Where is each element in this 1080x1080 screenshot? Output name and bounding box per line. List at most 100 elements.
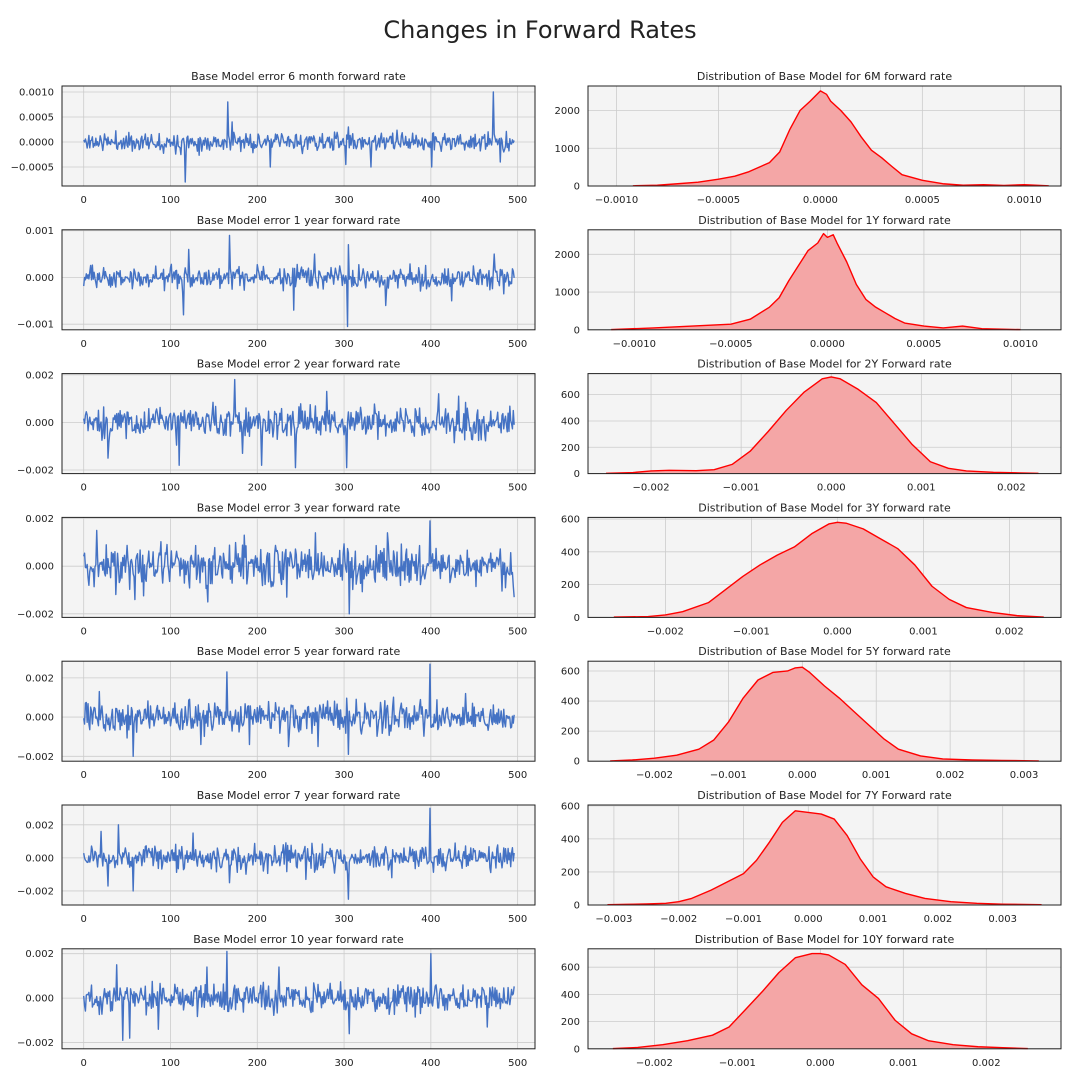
kde-line [607,810,1042,906]
x-tick-label: 100 [161,770,180,781]
x-tick-label: 0 [81,339,87,350]
x-tick-label: −0.001 [710,770,747,781]
x-tick-label: 0.000 [806,1058,835,1069]
x-tick-label: 200 [248,1058,267,1069]
x-tick-label: 100 [161,626,180,637]
x-tick-label: −0.002 [633,483,670,494]
x-tick-label: 0.0005 [906,339,941,350]
x-tick-label: 100 [161,483,180,494]
y-tick-label: −0.002 [17,466,54,477]
subplot-left-3: 0 100 200 300 400 500 −0.002 0.000 0.002 Base Mod… [17,501,536,637]
x-tick-label: 0.0000 [810,339,845,350]
y-tick-label: 1000 [555,144,580,155]
x-tick-label: 100 [161,339,180,350]
subplot-left-1: 0 100 200 300 400 500 −0.001 0.000 0.001 Base Mod… [17,214,536,350]
y-tick-label: 0.002 [25,820,54,831]
x-tick-label: 300 [335,483,354,494]
x-tick-label: 300 [335,626,354,637]
series-line [83,663,515,757]
x-tick-label: 400 [421,339,440,350]
y-tick-label: 200 [561,443,580,454]
kde-line [632,90,1049,187]
y-tick-label: −0.001 [17,320,54,331]
x-tick-label: 0 [81,195,87,206]
subplot-title: Base Model error 1 year forward rate [197,214,401,227]
subplot-title: Distribution of Base Model for 1Y forwar… [698,214,951,227]
y-tick-label: −0.002 [17,609,54,620]
x-tick-label: 0.002 [995,626,1024,637]
kde-line [605,376,1039,475]
series-line [83,91,515,183]
subplot-left-6: 0 100 200 300 400 500 −0.002 0.000 0.002 Base Mod… [17,933,536,1069]
subplot-right-5: −0.003 −0.002 −0.001 0.000 0.001 0.002 0.003 0 2… [561,789,1062,925]
x-tick-label: −0.001 [719,1058,756,1069]
subplot-right-1: −0.0010 −0.0005 0.0000 0.0005 0.0010 0 1000 200… [555,214,1062,350]
y-tick-label: 0.0010 [19,88,54,99]
subplot-title: Base Model error 10 year forward rate [193,933,404,946]
x-tick-label: 200 [248,483,267,494]
y-tick-label: 400 [561,416,580,427]
kde-line [612,952,1028,1050]
x-tick-label: −0.001 [723,483,760,494]
kde-line [611,232,1021,331]
subplot-left-2: 0 100 200 300 400 500 −0.002 0.000 0.002 Base Mod… [17,358,536,494]
kde-fill-area [612,953,1028,1049]
axes-frame [61,660,536,762]
x-tick-label: 0.001 [907,483,936,494]
subplot-title: Distribution of Base Model for 10Y forwa… [695,933,955,946]
kde-fill-area [607,810,1042,905]
axes-frame [61,804,536,906]
y-tick-label: 200 [561,727,580,738]
subplot-title: Base Model error 7 year forward rate [197,789,401,802]
y-tick-label: 0.002 [25,514,54,525]
x-tick-label: 0.001 [889,1058,918,1069]
kde-fill-area [606,376,1039,474]
y-tick-label: −0.002 [17,886,54,897]
x-tick-label: −0.0005 [697,195,740,206]
y-tick-label: 600 [561,666,580,677]
x-tick-label: 500 [508,1058,527,1069]
y-tick-label: 600 [561,515,580,526]
axes-frame [61,229,536,331]
subplot-title: Distribution of Base Model for 6M forwar… [697,70,952,83]
x-tick-label: −0.002 [636,770,673,781]
x-tick-label: 0.001 [859,914,888,925]
subplot-left-5: 0 100 200 300 400 500 −0.002 0.000 0.002 Base Mod… [17,789,536,925]
x-tick-label: 500 [508,914,527,925]
axes-frame [587,660,1062,762]
y-tick-label: 0 [574,613,580,624]
x-tick-label: 0.000 [823,626,852,637]
x-tick-label: 400 [421,626,440,637]
x-tick-label: 0.003 [988,914,1017,925]
y-tick-label: 0.002 [25,370,54,381]
y-tick-label: −0.002 [17,1038,54,1049]
kde-fill-area [610,667,1039,762]
x-tick-label: 300 [335,1058,354,1069]
x-tick-label: 100 [161,195,180,206]
subplot-left-4: 0 100 200 300 400 500 −0.002 0.000 0.002 Base Mod… [17,645,536,781]
x-tick-label: 200 [248,339,267,350]
x-tick-label: 300 [335,195,354,206]
y-tick-label: 0.000 [25,994,54,1005]
y-tick-label: 0.001 [25,226,54,237]
y-tick-label: 400 [561,547,580,558]
axes-frame [587,373,1062,475]
y-tick-label: 0.000 [25,273,54,284]
axes-frame [61,373,536,475]
x-tick-label: 0 [81,770,87,781]
x-tick-label: 0.002 [997,483,1026,494]
x-tick-label: 200 [248,914,267,925]
series-line [83,234,515,328]
x-tick-label: 200 [248,626,267,637]
x-tick-label: 0.002 [936,770,965,781]
x-tick-label: 400 [421,914,440,925]
x-tick-label: 500 [508,339,527,350]
y-tick-label: 0 [574,469,580,480]
y-tick-label: 200 [561,580,580,591]
x-tick-label: 0.002 [972,1058,1001,1069]
subplot-right-6: −0.002 −0.001 0.000 0.001 0.002 0 200 400 600 Dis… [561,933,1062,1069]
x-tick-label: 0.000 [794,914,823,925]
axes-frame [587,85,1062,187]
y-tick-label: 0.000 [25,418,54,429]
axes-frame [61,516,536,618]
